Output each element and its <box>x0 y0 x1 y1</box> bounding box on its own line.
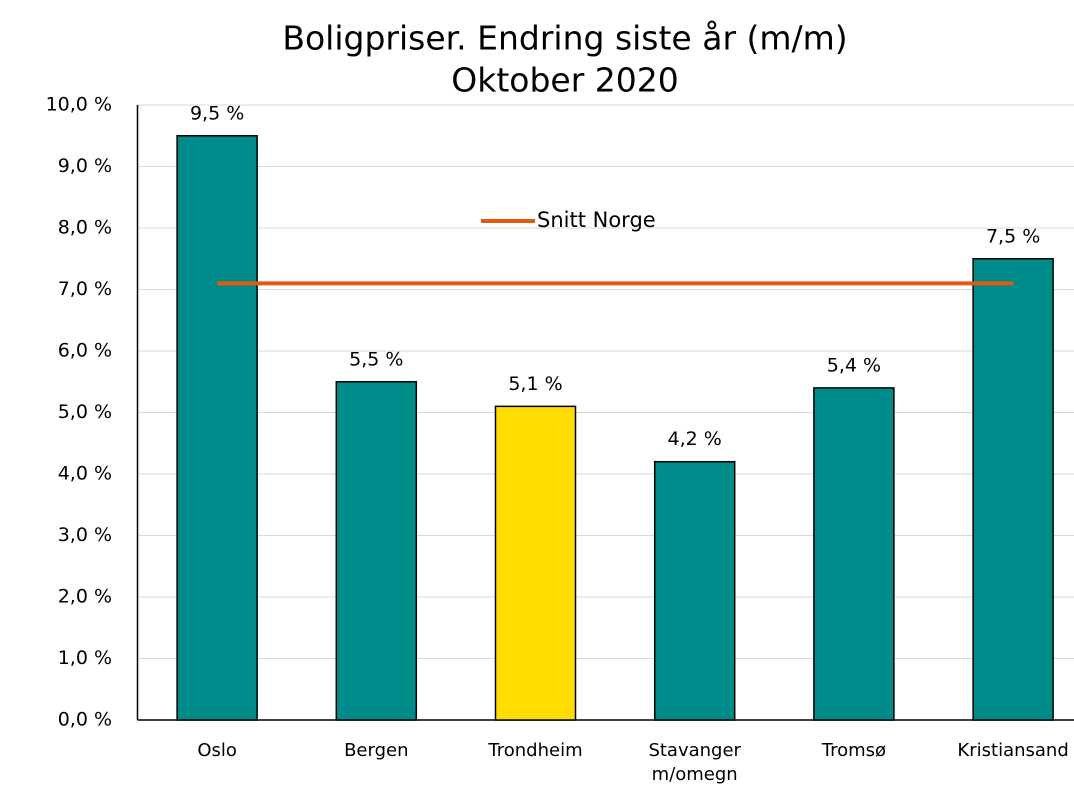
bar <box>813 387 895 721</box>
x-tick-label: Bergen <box>344 740 408 761</box>
bar <box>176 135 258 721</box>
y-tick-label: 10,0 % <box>46 94 112 116</box>
x-tick-label: Tromsø <box>821 740 886 761</box>
y-tick-label: 4,0 % <box>58 463 112 485</box>
bar <box>335 381 418 721</box>
value-label: 9,5 % <box>190 102 244 124</box>
y-tick-label: 7,0 % <box>58 278 112 300</box>
y-tick-label: 2,0 % <box>58 586 112 608</box>
chart-subtitle: Oktober 2020 <box>451 61 679 100</box>
y-tick-label: 8,0 % <box>58 217 112 239</box>
bar <box>494 405 577 721</box>
bar <box>653 460 736 721</box>
value-label: 5,1 % <box>508 373 562 395</box>
x-tick-label: Kristiansand <box>957 740 1068 761</box>
value-label: 5,5 % <box>349 348 403 370</box>
y-tick-label: 6,0 % <box>58 340 112 362</box>
legend-label: Snitt Norge <box>537 208 656 232</box>
y-tick-label: 5,0 % <box>58 401 112 423</box>
y-tick-label: 0,0 % <box>58 709 112 731</box>
y-tick-label: 1,0 % <box>58 647 112 669</box>
chart-title: Boligpriser. Endring siste år (m/m) <box>282 19 847 58</box>
y-tick-label: 3,0 % <box>58 524 112 546</box>
value-label: 7,5 % <box>986 225 1040 247</box>
value-label: 4,2 % <box>668 428 722 450</box>
x-tick-label: Oslo <box>197 740 237 761</box>
y-tick-label: 9,0 % <box>58 155 112 177</box>
x-tick-label: Stavanger m/omegn <box>648 740 741 785</box>
x-tick-label: Trondheim <box>487 740 582 761</box>
value-label: 5,4 % <box>827 354 881 376</box>
bar <box>972 258 1054 721</box>
